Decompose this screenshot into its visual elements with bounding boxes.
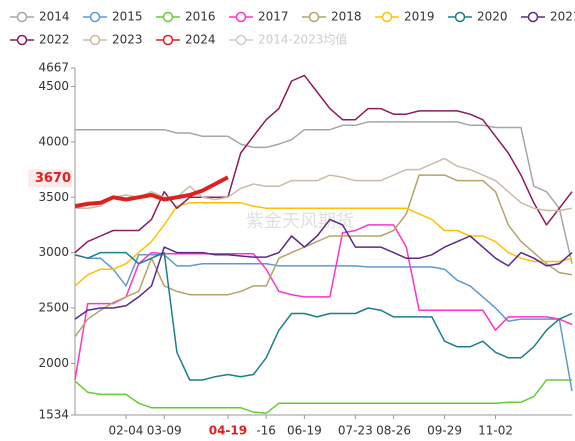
legend-label: 2021 [550,10,575,24]
y-tick-label: 4000 [38,134,69,148]
legend-label: 2014 [39,10,70,24]
y-tick-label: 1534 [38,408,69,422]
y-tick-label: 3500 [38,190,69,204]
legend-marker [235,34,247,46]
series-line [74,251,573,381]
series-line [74,218,573,320]
legend-marker [454,11,466,23]
x-tick-label: 07-23 [338,424,373,437]
x-tick-label: 11-02 [478,424,513,437]
series-line [75,157,573,212]
legend-marker [162,34,174,46]
y-tick-label: 4667 [38,61,69,75]
series-line [74,202,573,287]
legend-label: 2019 [404,10,435,24]
series-line [75,121,573,264]
y-tick-label: 2500 [38,301,69,315]
legend-label: 2017 [258,10,289,24]
series-line [74,379,572,414]
legend-label: 2024 [185,33,216,47]
current-value-label: 3670 [35,171,71,186]
series-line [74,174,573,338]
y-tick-label: 3000 [38,245,69,259]
legend-marker [89,11,101,23]
x-tick-label: -16 [256,424,276,437]
legend-marker [16,34,28,46]
legend-marker [16,11,28,23]
legend-marker [527,11,539,23]
series-line [74,224,573,381]
series-line [74,175,229,209]
y-tick-label: 4500 [38,79,69,93]
watermark: 紫金天风期货 [246,211,354,232]
series-line [74,254,573,392]
legend-label: 2016 [185,10,216,24]
legend-label: 2014-2023均值 [258,32,347,47]
x-tick-label: 02-04 [109,424,144,437]
legend-marker [162,11,174,23]
legend-label: 2020 [477,10,508,24]
x-tick-label: 03-09 [147,424,182,437]
series-line [74,74,573,254]
current-value-bg [28,169,72,188]
legend-marker [381,11,393,23]
x-tick-label: 04-19 [209,424,247,437]
x-tick-label: 08-26 [376,424,411,437]
legend-marker [308,11,320,23]
y-tick-label: 2000 [38,356,69,370]
legend-label: 2018 [331,10,362,24]
legend-label: 2015 [112,10,143,24]
legend-marker [89,34,101,46]
x-tick-label: 06-19 [287,424,322,437]
legend-label: 2023 [112,33,143,47]
x-tick-label: 09-29 [427,424,462,437]
legend-marker [235,11,247,23]
legend-label: 2022 [39,33,70,47]
